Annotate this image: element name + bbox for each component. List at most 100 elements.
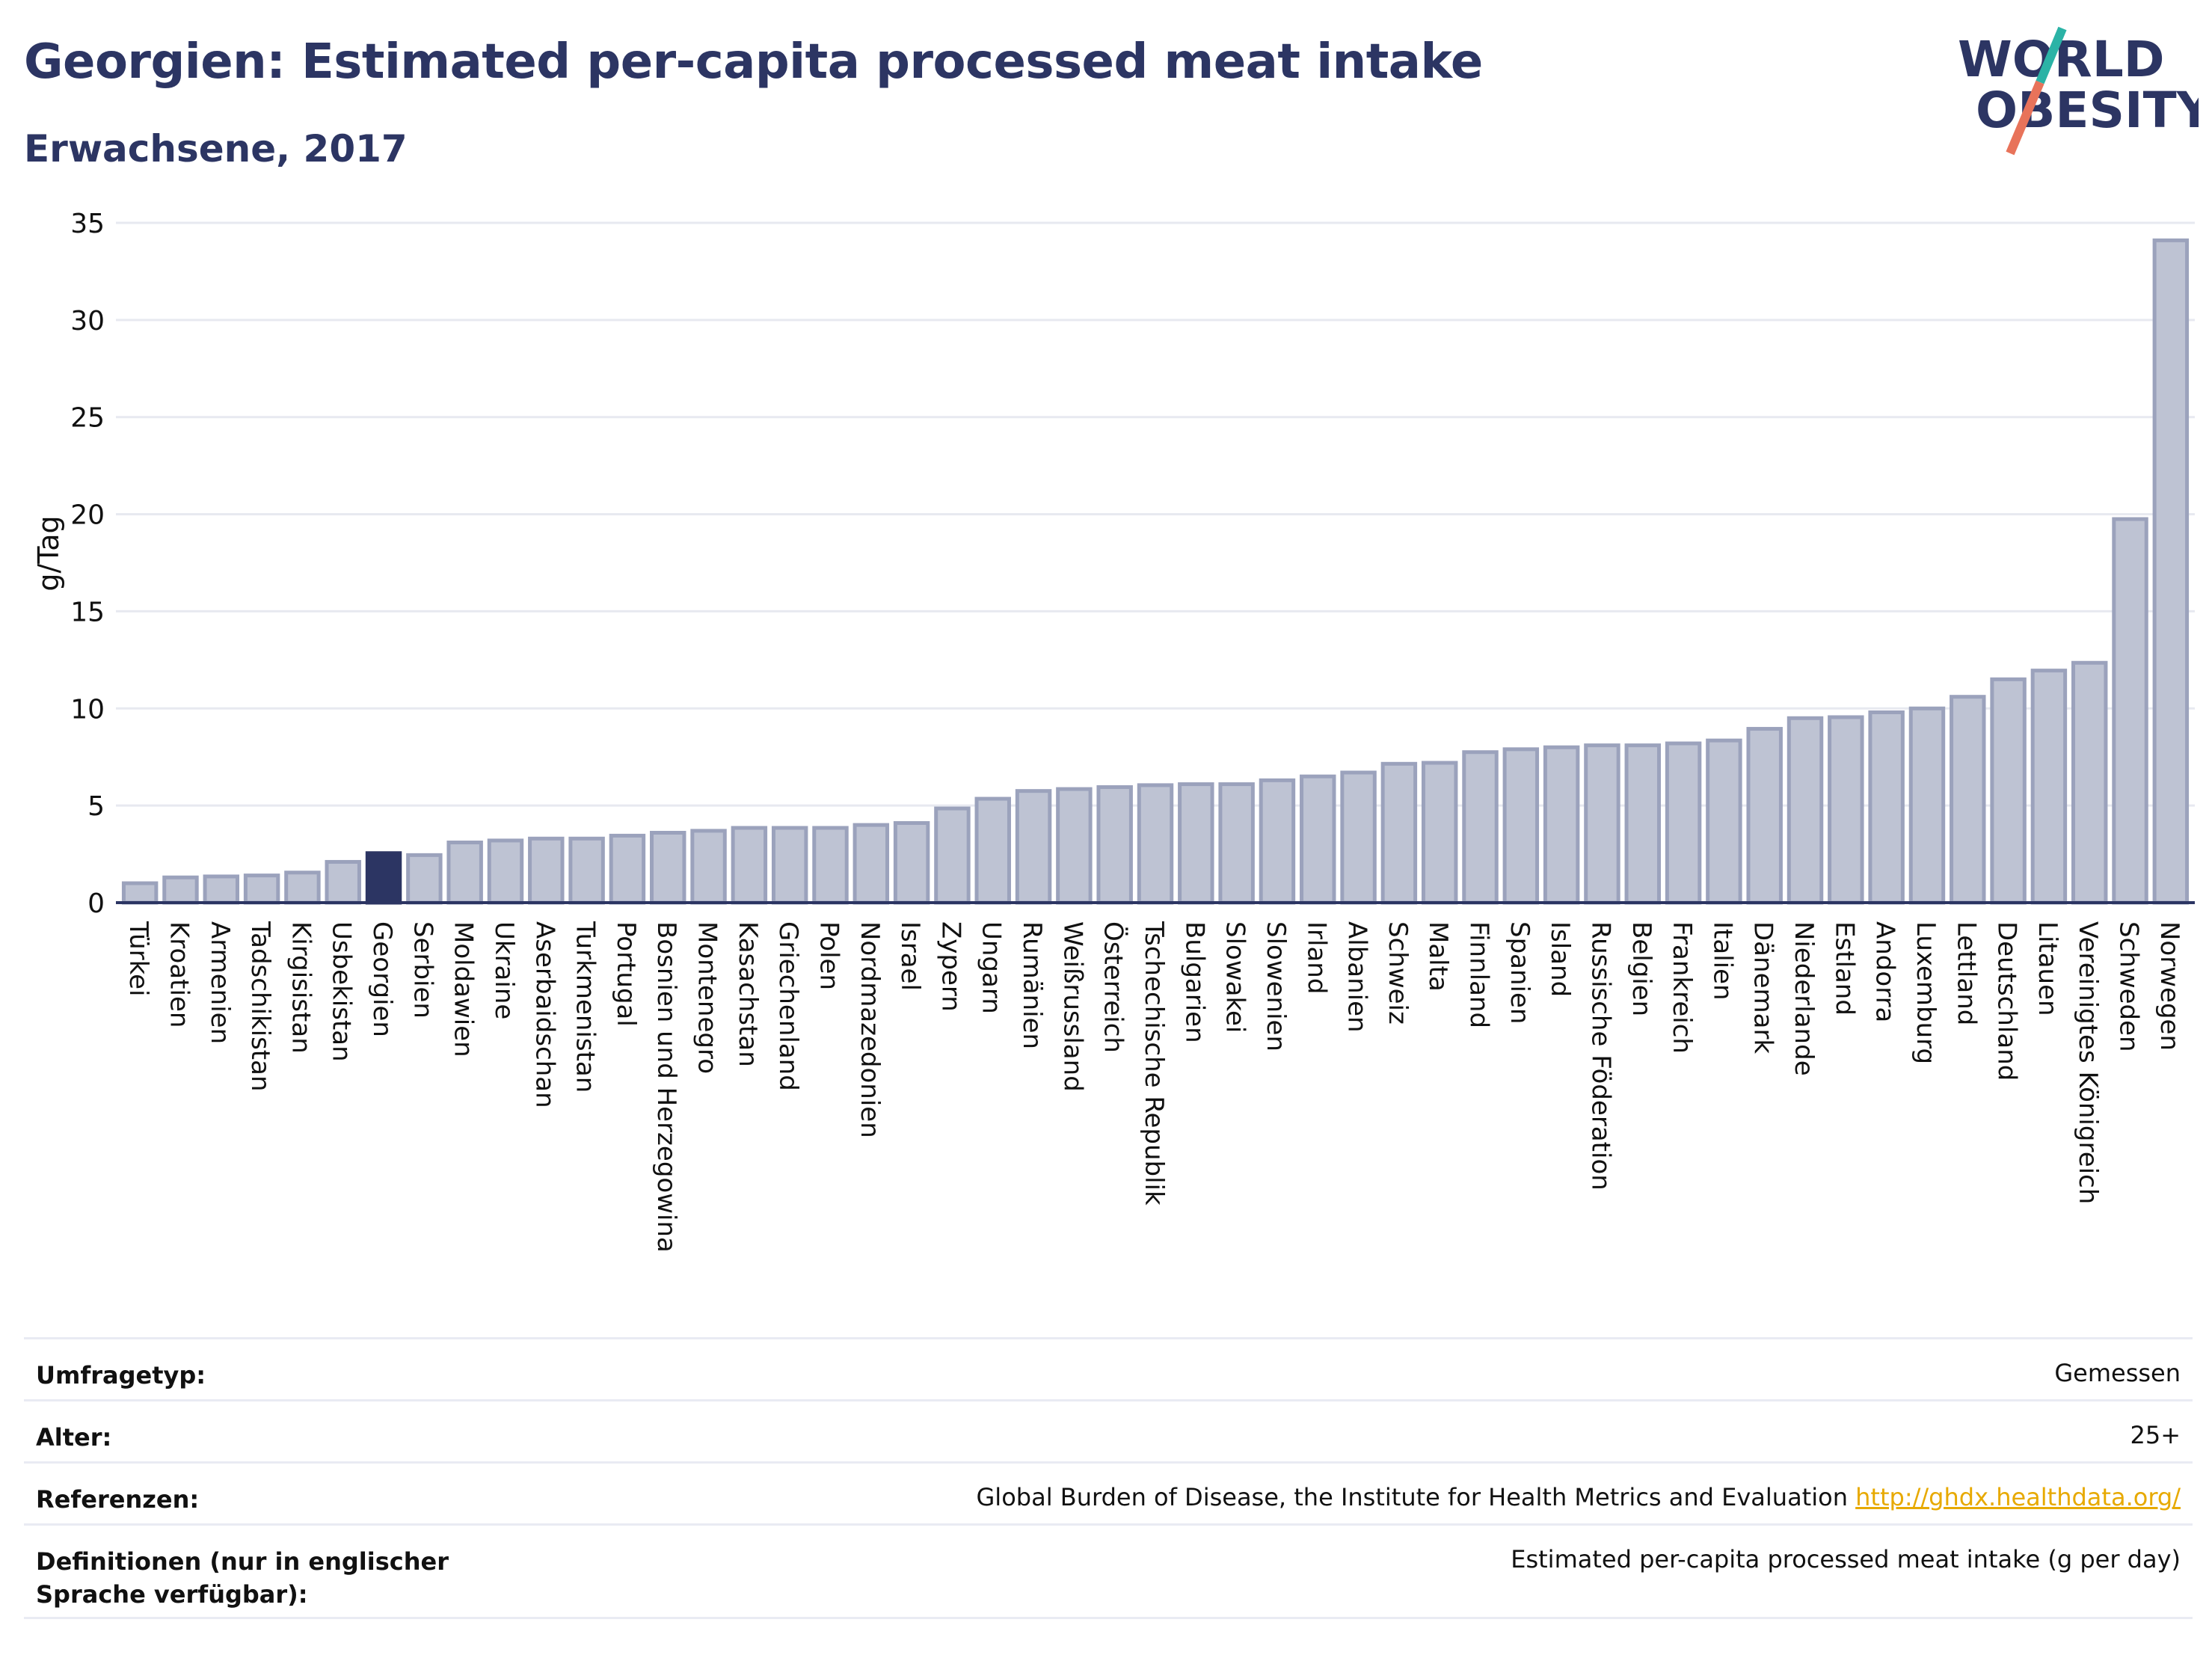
x-tick-label: Andorra [1870, 921, 1900, 1022]
y-tick-label: 35 [70, 209, 105, 239]
x-tick-label: Polen [814, 921, 844, 990]
x-tick-label: Georgien [367, 921, 397, 1037]
bar[interactable] [1908, 706, 1946, 905]
bar[interactable] [2071, 660, 2108, 905]
x-tick-label: Bosnien und Herzegowina [651, 921, 681, 1253]
x-tick-label: Litauen [2033, 921, 2062, 1016]
bar[interactable] [1950, 695, 1986, 905]
x-tick-label: Lettland [1951, 921, 1981, 1025]
bar[interactable] [771, 826, 808, 905]
bar[interactable] [162, 875, 199, 905]
bar[interactable] [1990, 677, 2027, 905]
bar[interactable] [406, 853, 443, 905]
y-tick-label: 30 [70, 306, 105, 337]
bar[interactable] [1137, 783, 1174, 905]
x-tick-label: Schweiz [1383, 921, 1413, 1025]
x-tick-label: Deutschland [1992, 921, 2022, 1081]
info-row: Definitionen (nur in englischer Sprache … [24, 1523, 2193, 1617]
bar[interactable] [1624, 743, 1661, 905]
info-value-text: 25+ [2130, 1421, 2181, 1449]
bar[interactable] [1015, 789, 1052, 905]
x-tick-label: Russische Föderation [1585, 921, 1615, 1191]
bar[interactable] [690, 829, 727, 905]
info-row: Umfragetyp: Gemessen [24, 1337, 2193, 1399]
info-value-text: Global Burden of Disease, the Institute … [976, 1483, 1848, 1511]
x-tick-label: Schweden [2114, 921, 2144, 1052]
info-label: Alter: [36, 1423, 112, 1452]
info-value: 25+ [2130, 1421, 2181, 1449]
x-tick-label: Finnland [1464, 921, 1494, 1028]
bar[interactable] [121, 881, 159, 905]
logo-slash-bottom [2006, 80, 2044, 156]
bar[interactable] [325, 859, 361, 905]
bar[interactable] [1056, 787, 1093, 905]
bar[interactable] [1746, 727, 1783, 905]
bar[interactable] [1502, 747, 1540, 905]
x-tick-label: Moldawien [449, 921, 479, 1057]
bar[interactable] [1218, 782, 1255, 905]
bar[interactable] [974, 796, 1011, 905]
x-tick-label: Norwegen [2154, 921, 2184, 1051]
bar[interactable] [1584, 743, 1620, 905]
y-tick-label: 25 [70, 403, 105, 434]
chart-subtitle: Erwachsene, 2017 [24, 127, 408, 171]
bar[interactable] [1178, 782, 1214, 905]
x-tick-label: Vereinigtes Königreich [2073, 921, 2103, 1204]
info-row: Alter: 25+ [24, 1399, 2193, 1461]
bar[interactable] [1462, 750, 1499, 905]
bar[interactable] [528, 836, 565, 905]
x-tick-label: Kirgisistan [286, 921, 316, 1054]
reference-link[interactable]: http://ghdx.healthdata.org/ [1855, 1483, 2181, 1511]
x-tick-label: Portugal [611, 921, 641, 1027]
bar[interactable] [243, 873, 280, 905]
bar[interactable] [203, 874, 240, 905]
bar[interactable] [1340, 770, 1377, 905]
bar[interactable] [568, 836, 605, 905]
bar[interactable] [1259, 778, 1296, 905]
bar[interactable] [1706, 738, 1742, 905]
bar[interactable] [284, 871, 321, 905]
x-tick-label: Österreich [1099, 921, 1129, 1053]
info-table: Umfragetyp: Gemessen Alter: 25+ Referenzen: G… [24, 1337, 2193, 1619]
x-tick-label: Italien [1707, 921, 1737, 1001]
bar[interactable] [893, 821, 930, 905]
bar[interactable] [1787, 716, 1824, 905]
x-tick-label: Griechenland [773, 921, 803, 1091]
bar[interactable] [1421, 761, 1458, 905]
bar-chart: 0 5 10 15 20 25 30 35 Türkei Kroatien Armenien Tad… [32, 209, 2195, 1253]
bar[interactable] [487, 838, 524, 905]
x-tick-label: Malta [1423, 921, 1453, 992]
bar[interactable] [852, 823, 890, 905]
bar[interactable] [1665, 741, 1702, 905]
bar[interactable] [2030, 669, 2068, 905]
bar[interactable] [2152, 238, 2190, 905]
bar[interactable] [1543, 745, 1580, 905]
bar[interactable] [446, 840, 483, 905]
info-label: Definitionen (nur in englischer Sprache … [36, 1547, 449, 1609]
logo-slash-top [2036, 26, 2067, 85]
bar[interactable] [1828, 715, 1864, 905]
bar[interactable] [1380, 761, 1418, 905]
bar[interactable] [1868, 710, 1905, 905]
info-bottom-border [24, 1617, 2193, 1619]
info-value-text: Estimated per-capita processed meat inta… [1511, 1545, 2181, 1573]
y-tick-label: 10 [70, 694, 105, 725]
bar[interactable] [1096, 784, 1133, 905]
bar-highlighted[interactable] [365, 851, 402, 905]
bar[interactable] [812, 826, 849, 905]
x-tick-label: Albanien [1342, 921, 1372, 1033]
y-tick-label: 5 [87, 791, 105, 822]
x-tick-label: Turkmenistan [571, 921, 600, 1093]
x-tick-label: Bulgarien [1179, 921, 1209, 1043]
bar[interactable] [609, 833, 646, 905]
x-tick-label: Belgien [1626, 921, 1656, 1016]
bar[interactable] [1300, 774, 1336, 905]
bar[interactable] [934, 806, 971, 905]
bar[interactable] [2112, 517, 2148, 905]
x-tick-label: Slowakei [1220, 921, 1250, 1033]
x-tick-label: Slowenien [1261, 921, 1291, 1051]
info-value-text: Gemessen [2054, 1359, 2181, 1387]
y-axis-label: g/Tag [32, 515, 65, 591]
bar[interactable] [650, 831, 686, 905]
bar[interactable] [731, 826, 768, 905]
